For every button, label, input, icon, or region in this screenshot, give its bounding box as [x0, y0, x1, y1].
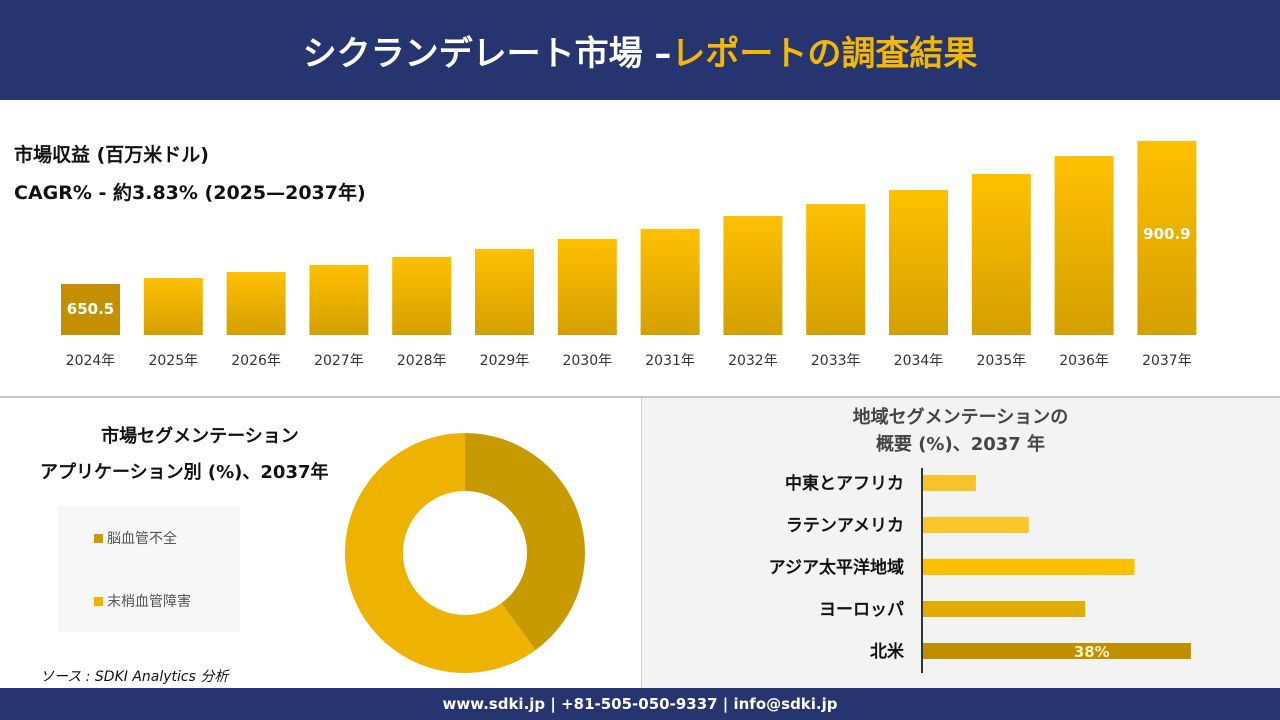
region-label: ヨーロッパ [819, 600, 904, 620]
bar-2026年 [226, 272, 286, 335]
x-tick-label: 2025年 [148, 353, 198, 369]
revenue-title: 市場収益 (百万米ドル) [14, 144, 209, 166]
x-tick-label: 2028年 [397, 353, 447, 369]
segment-subtitle: アプリケーション別 (%)、2037年 [40, 462, 329, 483]
bar-2029年 [475, 248, 534, 335]
region-bar-中東とアフリカ [923, 475, 976, 491]
x-tick-label: 2030年 [562, 353, 612, 369]
region-title-line1: 地域セグメンテーションの [852, 407, 1069, 428]
revenue-bar-chart: 2024年 650.5 2025年 2026年 2027年 2028年 2029年 2030年… [61, 141, 1197, 369]
x-tick-label: 2034年 [894, 353, 944, 369]
donut-slice-脳血管不全 [465, 433, 585, 651]
bar-2032年 [723, 215, 783, 335]
legend-swatch [94, 596, 103, 606]
region-title: 地域セグメンテーションの 概要 (%)、2037 年 [641, 404, 1280, 458]
footer-contact: www.sdki.jp | +81-505-050-9337 | info@sd… [0, 688, 1280, 720]
region-label: アジア太平洋地域 [769, 557, 904, 578]
legend-item: 脳血管不全 [94, 528, 177, 548]
bar-2031年 [640, 229, 700, 335]
x-tick-label: 2031年 [645, 353, 695, 369]
legend-label: 脳血管不全 [107, 531, 177, 547]
x-tick-label: 2037年 [1142, 353, 1192, 369]
legend-item: 末梢血管障害 [94, 591, 191, 611]
region-bar-アジア太平洋地域 [923, 559, 1135, 575]
bar-2037年 [1137, 141, 1197, 335]
x-tick-label: 2033年 [811, 353, 861, 369]
region-label: ラテンアメリカ [786, 516, 904, 536]
region-bar-ヨーロッパ [923, 601, 1086, 617]
x-tick-label: 2024年 [66, 353, 116, 369]
bar-2035年 [971, 174, 1031, 335]
donut-slice-末梢血管障害 [345, 433, 536, 673]
title-main: シクランデレート市場 – [302, 33, 672, 74]
region-panel [641, 398, 1280, 688]
bar-2030年 [557, 238, 617, 335]
x-tick-label: 2036年 [1059, 353, 1109, 369]
x-tick-label: 2035年 [976, 353, 1026, 369]
region-title-line2: 概要 (%)、2037 年 [875, 434, 1046, 455]
x-tick-label: 2029年 [480, 353, 530, 369]
data-label: 900.9 [1143, 225, 1190, 243]
legend-label: 末梢血管障害 [107, 594, 191, 610]
x-tick-label: 2026年 [231, 353, 281, 369]
data-label: 38% [1074, 643, 1110, 661]
cagr-text: CAGR% - 約3.83% (2025—2037年) [14, 182, 366, 204]
region-label: 中東とアフリカ [785, 473, 904, 494]
header-banner: シクランデレート市場 – レポートの調査結果 [0, 0, 1280, 100]
region-bar-北米 [923, 643, 1191, 659]
bar-2027年 [309, 264, 369, 335]
region-bar-ラテンアメリカ [923, 517, 1029, 533]
segment-title: 市場セグメンテーション [101, 426, 299, 447]
data-label: 650.5 [67, 300, 114, 318]
bar-2028年 [392, 256, 452, 335]
application-donut-chart [345, 433, 585, 673]
bar-2025年 [143, 278, 203, 335]
source-note: ソース : SDKI Analytics 分析 [40, 669, 229, 685]
legend-swatch [94, 533, 103, 543]
x-tick-label: 2032年 [728, 353, 778, 369]
divider [0, 396, 1280, 398]
region-label: 北米 [870, 641, 905, 662]
donut-legend: 脳血管不全 末梢血管障害 [58, 506, 240, 632]
bar-2033年 [806, 203, 866, 335]
bar-2024年 [61, 284, 120, 335]
bar-2034年 [889, 189, 948, 335]
x-tick-label: 2027年 [314, 353, 364, 369]
title-highlight: レポートの調査結果 [671, 33, 978, 74]
bar-2036年 [1054, 156, 1114, 335]
